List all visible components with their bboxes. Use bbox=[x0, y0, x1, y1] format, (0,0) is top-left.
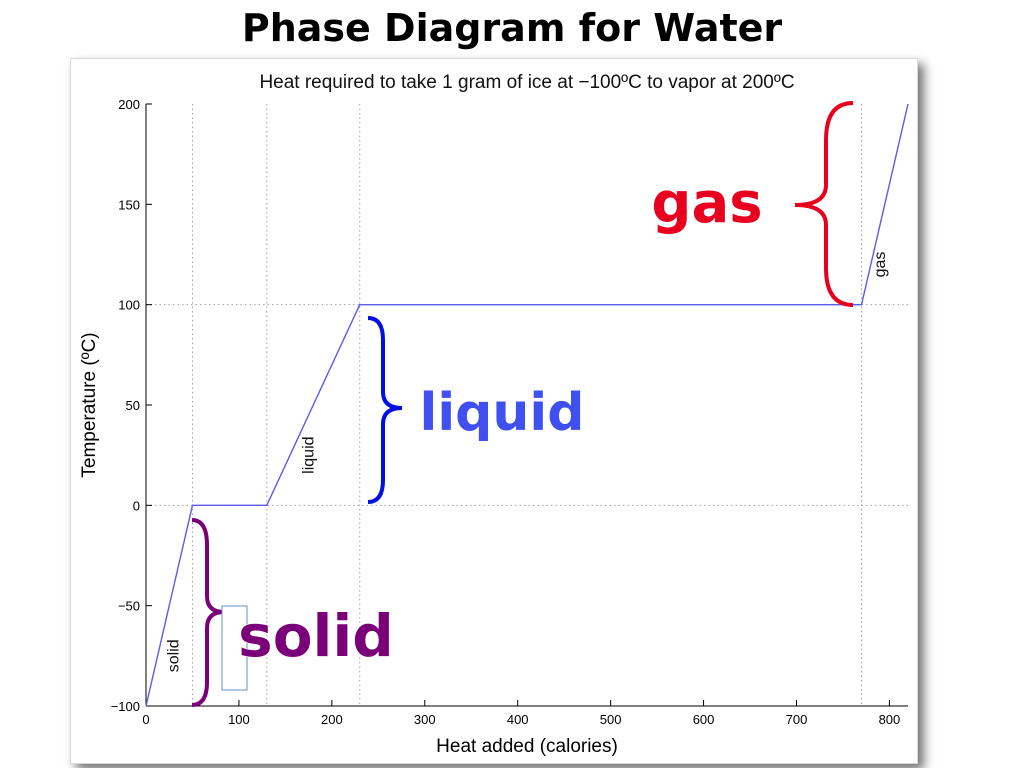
x-tick-label: 600 bbox=[693, 712, 715, 727]
x-tick-label: 0 bbox=[142, 712, 149, 727]
slide-title: Phase Diagram for Water bbox=[241, 6, 783, 50]
highlight-box bbox=[221, 605, 248, 691]
x-tick-label: 300 bbox=[414, 712, 436, 727]
x-tick-label: 700 bbox=[786, 712, 808, 727]
gas-annotation: gas bbox=[651, 101, 854, 307]
x-tick-label: 800 bbox=[879, 712, 901, 727]
y-tick-label: 200 bbox=[118, 97, 140, 112]
y-tick-label: 150 bbox=[118, 197, 140, 212]
figure-frame bbox=[70, 58, 918, 764]
plot-title: Heat required to take 1 gram of ice at −… bbox=[259, 72, 794, 93]
gas-label: gas bbox=[651, 171, 762, 236]
x-tick-label: 100 bbox=[228, 712, 250, 727]
solid-brace bbox=[191, 518, 225, 707]
liquid-brace bbox=[367, 316, 403, 504]
solid-label: solid bbox=[238, 602, 394, 670]
y-tick-label: −100 bbox=[111, 699, 140, 714]
y-tick-label: 100 bbox=[118, 298, 140, 313]
x-tick-label: 400 bbox=[507, 712, 529, 727]
segment-label-liquid: liquid bbox=[300, 436, 317, 473]
x-axis-label: Heat added (calories) bbox=[436, 736, 618, 757]
x-tick-label: 500 bbox=[600, 712, 622, 727]
y-axis-label: Temperature (ºC) bbox=[79, 332, 100, 477]
heating-curve-line bbox=[145, 103, 909, 707]
segment-label-gas: gas bbox=[872, 252, 889, 278]
segment-labels: solid liquid gas bbox=[166, 252, 889, 673]
solid-annotation: solid bbox=[191, 518, 394, 707]
y-tick-label: 50 bbox=[126, 398, 140, 413]
segment-label-solid: solid bbox=[166, 639, 183, 672]
liquid-annotation: liquid bbox=[367, 316, 585, 504]
tick-labels: −100 −50 0 50 100 150 200 0 100 200 300 400 500 600 70… bbox=[111, 97, 901, 727]
y-tick-label: −50 bbox=[118, 599, 140, 614]
gas-brace bbox=[794, 101, 854, 307]
y-tick-label: 0 bbox=[133, 498, 140, 513]
liquid-label: liquid bbox=[420, 383, 585, 443]
x-tick-label: 200 bbox=[321, 712, 343, 727]
